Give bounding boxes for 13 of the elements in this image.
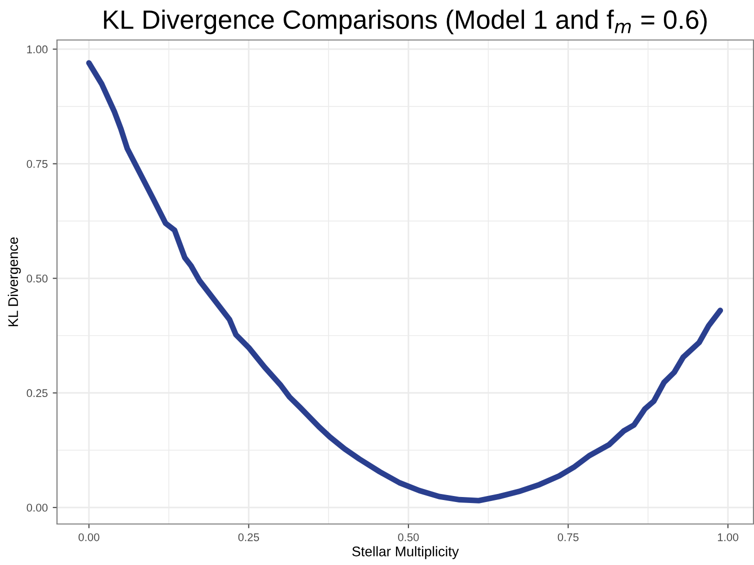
y-axis-title: KL Divergence (8, 237, 21, 326)
x-tick-label: 1.00 (718, 533, 738, 542)
y-tick-label: 1.00 (27, 45, 48, 54)
y-tick-label: 0.50 (26, 274, 48, 282)
y-tick-label: 0.25 (26, 389, 48, 398)
x-tick-label: 0.25 (238, 533, 260, 542)
chart-title: KL Divergence Comparisons (Model 1 and f$_{m}$ = 0.6) (104, 10, 707, 34)
x-tick-label: 0.50 (398, 533, 419, 542)
y-tick-label: 0.75 (26, 160, 48, 168)
x-tick-label: 0.75 (558, 533, 579, 542)
x-axis-title: Stellar Multiplicity (352, 546, 459, 560)
x-tick-label: 0.00 (78, 533, 100, 542)
y-tick-label: 0.00 (26, 504, 48, 512)
